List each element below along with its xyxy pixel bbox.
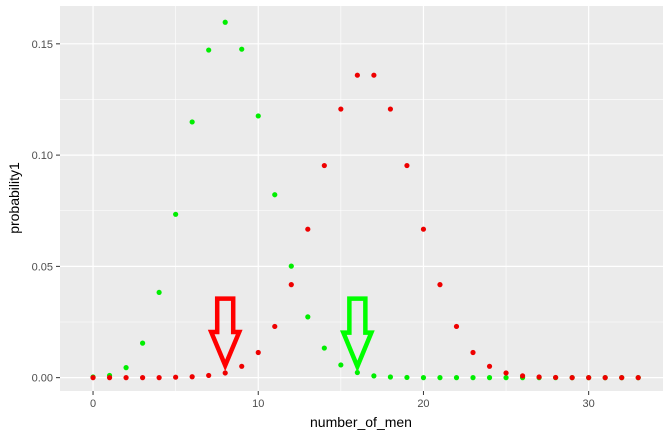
data-point [90, 375, 96, 381]
data-point [222, 370, 228, 376]
x-tick-label: 20 [417, 398, 429, 410]
data-point [354, 369, 360, 376]
data-point [272, 323, 278, 330]
data-point [404, 162, 410, 169]
data-point [173, 211, 179, 217]
arrow-down-annotation [207, 296, 243, 372]
data-point [206, 47, 212, 53]
data-point [536, 374, 542, 380]
data-point [553, 374, 559, 381]
axes: 0 10 20 30 0.00 0.05 0.10 0.15 [32, 39, 595, 410]
data-point [288, 282, 294, 288]
data-point [321, 345, 327, 351]
data-point [437, 282, 443, 288]
data-point [486, 363, 493, 369]
data-point [156, 289, 162, 296]
series-1 [90, 72, 641, 381]
data-point [305, 314, 311, 320]
data-point [140, 340, 146, 346]
data-point [255, 113, 261, 119]
y-tick-label: 0.05 [32, 261, 53, 273]
y-tick-label: 0.15 [32, 39, 53, 51]
y-axis-title: probability1 [6, 162, 22, 234]
data-point [140, 375, 146, 381]
data-point [338, 362, 344, 368]
x-tick-label: 30 [583, 398, 595, 410]
data-point [503, 370, 509, 376]
data-point [453, 323, 460, 330]
data-point [519, 373, 526, 379]
data-point [189, 374, 195, 380]
data-point [635, 375, 641, 381]
data-point [123, 365, 129, 371]
data-point [123, 375, 129, 381]
data-point [387, 106, 394, 112]
arrow-down-annotation [340, 296, 375, 373]
data-point [338, 106, 344, 112]
data-point [371, 373, 377, 379]
data-point [321, 162, 327, 169]
data-point [569, 375, 575, 381]
data-point [156, 375, 162, 381]
x-tick-label: 0 [90, 398, 96, 410]
data-point [255, 349, 261, 356]
data-point [189, 119, 195, 125]
data-point [272, 192, 278, 198]
data-point [222, 19, 228, 25]
data-point [470, 375, 476, 381]
data-point [239, 363, 245, 369]
data-points [90, 19, 641, 381]
data-point [354, 72, 360, 78]
data-point [602, 375, 608, 381]
data-point [486, 375, 493, 381]
data-point [305, 226, 311, 232]
data-point [619, 375, 625, 381]
data-point [503, 375, 509, 381]
data-point [420, 226, 427, 232]
data-point [106, 375, 113, 381]
data-point [453, 375, 460, 381]
data-point [420, 375, 427, 381]
x-tick-label: 10 [252, 398, 264, 410]
data-point [586, 375, 592, 381]
x-axis-title: number_of_men [310, 414, 412, 430]
data-point [437, 375, 443, 381]
y-tick-label: 0.00 [32, 373, 53, 385]
arrow-annotations [207, 296, 375, 373]
data-point [173, 374, 179, 380]
data-point [404, 374, 410, 381]
data-point [371, 72, 377, 78]
data-point [206, 372, 212, 379]
plot-panel [60, 6, 663, 391]
data-point [239, 46, 245, 52]
y-tick-label: 0.10 [32, 150, 53, 162]
data-point [288, 263, 294, 269]
data-point [470, 349, 476, 356]
data-point [387, 374, 394, 380]
